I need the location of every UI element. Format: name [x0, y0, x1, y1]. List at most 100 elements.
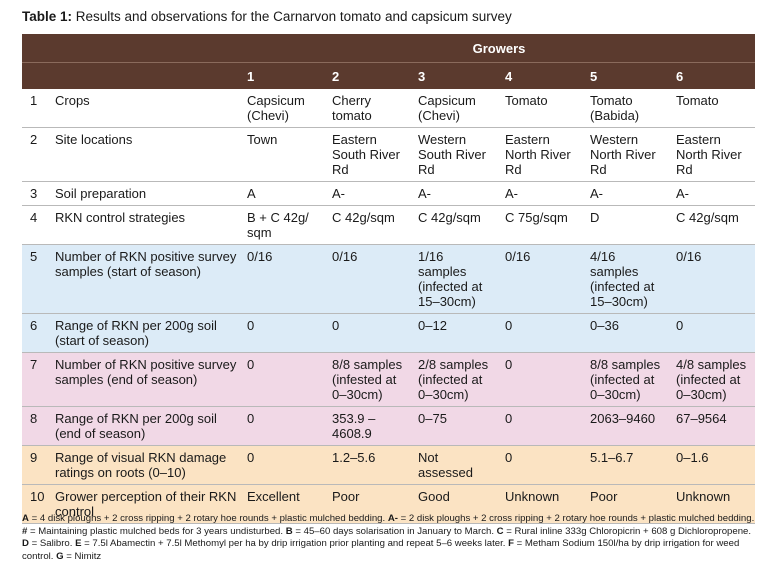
table-cell: 1/16 samples (infected at 15–30cm): [412, 244, 499, 314]
table-cell: C 42g/sqm: [670, 205, 756, 245]
footnote-key: #: [22, 525, 28, 537]
table-cell: 0: [241, 352, 326, 407]
footnote-text: = Metham Sodium 150l/ha by drip irrigati…: [22, 538, 740, 562]
table-cell: 0: [499, 352, 584, 407]
row-number: 4: [22, 205, 49, 245]
table-cell: Town: [241, 127, 326, 182]
growers-header: Growers: [241, 34, 756, 63]
table-cell: Tomato (Babida): [584, 89, 670, 128]
table-cell: 0–36: [584, 313, 670, 353]
table-cell: 0/16: [499, 244, 584, 314]
table-row: 3 Soil preparation A A- A- A- A- A-: [22, 181, 756, 206]
footnote-text: = Nimitz: [63, 550, 102, 562]
table-row: 1 Crops Capsicum (Chevi) Cherry tomato Capsi…: [22, 89, 756, 128]
table-cell: Poor: [584, 484, 670, 524]
table-cell: 0: [326, 313, 412, 353]
table-cell: 4/16 samples (infected at 15–30cm): [584, 244, 670, 314]
grower-column-header: 2: [326, 62, 412, 89]
footnote-key: D: [22, 538, 29, 550]
footnote-key: A-: [387, 513, 398, 524]
row-label: RKN control strategies: [49, 205, 241, 245]
grower-column-header: 3: [412, 62, 499, 89]
table-cell: 0–1.6: [670, 445, 756, 485]
table-cell: A: [241, 181, 326, 206]
table-cell: 0–75: [412, 406, 499, 446]
table-cell: 0: [670, 313, 756, 353]
table-cell: 353.9 – 4608.9: [326, 406, 412, 446]
row-label: Range of RKN per 200g soil (end of seaso…: [49, 406, 241, 446]
table-cell: Tomato: [670, 89, 756, 128]
header-row-groups: Growers: [22, 34, 756, 63]
table-row: 6 Range of RKN per 200g soil (start of se…: [22, 313, 756, 353]
footnote-key: A: [22, 513, 29, 524]
table-cell: D: [584, 205, 670, 245]
row-label: Range of RKN per 200g soil (start of sea…: [49, 313, 241, 353]
footnote-key: B: [285, 525, 293, 537]
table-cell: A-: [412, 181, 499, 206]
table-cell: Excellent: [241, 484, 326, 524]
table-cell: 0: [499, 406, 584, 446]
row-number: 7: [22, 352, 49, 407]
table-cell: Good: [412, 484, 499, 524]
table-cell: 0: [241, 445, 326, 485]
table-cell: 1.2–5.6: [326, 445, 412, 485]
grower-column-header: 1: [241, 62, 326, 89]
table-cell: 67–9564: [670, 406, 756, 446]
row-number: 6: [22, 313, 49, 353]
table-cell: Eastern South River Rd: [326, 127, 412, 182]
table-footnote: A = 4 disk ploughs + 2 cross ripping + 2…: [22, 513, 757, 563]
table-cell: Western South River Rd: [412, 127, 499, 182]
footnote-text: = 7.5l Abamectin + 7.5l Methomyl per ha …: [81, 538, 509, 550]
table-title: Table 1: Results and observations for th…: [22, 9, 512, 24]
row-number: 3: [22, 181, 49, 206]
table-cell: 0/16: [326, 244, 412, 314]
footnote-key: G: [56, 550, 64, 562]
footnote-text: = Maintaining plastic mulched beds for 3…: [27, 525, 286, 537]
table-row: 9 Range of visual RKN damage ratings on r…: [22, 445, 756, 485]
row-label: Number of RKN positive survey samples (s…: [49, 244, 241, 314]
table-cell: Poor: [326, 484, 412, 524]
header-blank: [22, 34, 49, 63]
row-number: 2: [22, 127, 49, 182]
table-cell: C 42g/sqm: [326, 205, 412, 245]
grower-column-header: 6: [670, 62, 756, 89]
footnote-text: = Rural inline 333g Chloropicrin + 608 g…: [503, 525, 752, 537]
footnote-key: C: [496, 525, 504, 537]
table-cell: A-: [670, 181, 756, 206]
table-cell: Capsicum (Chevi): [241, 89, 326, 128]
row-number: 5: [22, 244, 49, 314]
table-cell: 0/16: [241, 244, 326, 314]
table-cell: B + C 42g/ sqm: [241, 205, 326, 245]
header-blank: [49, 62, 241, 89]
table-cell: 8/8 samples (infected at 0–30cm): [584, 352, 670, 407]
table-cell: 4/8 samples (infected at 0–30cm): [670, 352, 756, 407]
table-cell: 5.1–6.7: [584, 445, 670, 485]
row-number: 10: [22, 484, 49, 524]
row-label: Grower perception of their RKN control: [49, 484, 241, 524]
table-cell: 0–12: [412, 313, 499, 353]
row-number: 9: [22, 445, 49, 485]
table-row: 2 Site locations Town Eastern South River R…: [22, 127, 756, 182]
row-label: Site locations: [49, 127, 241, 182]
table-body: 1 Crops Capsicum (Chevi) Cherry tomato Capsi…: [22, 89, 756, 524]
row-number: 1: [22, 89, 49, 128]
footnote-text: = 4 disk ploughs + 2 cross ripping + 2 r…: [28, 513, 388, 524]
table-cell: Eastern North River Rd: [499, 127, 584, 182]
table-cell: Tomato: [499, 89, 584, 128]
row-label: Range of visual RKN damage ratings on ro…: [49, 445, 241, 485]
table-cell: A-: [499, 181, 584, 206]
footnote-text: = 45–60 days solarisation in January to …: [292, 525, 497, 537]
row-label: Soil preparation: [49, 181, 241, 206]
table-row: 7 Number of RKN positive survey samples (…: [22, 352, 756, 407]
footnote-text: = Salibro.: [28, 538, 76, 550]
table-row: 4 RKN control strategies B + C 42g/ sqm C 4…: [22, 205, 756, 245]
table-row: 5 Number of RKN positive survey samples (…: [22, 244, 756, 314]
grower-column-header: 5: [584, 62, 670, 89]
table-cell: 2063–9460: [584, 406, 670, 446]
table-cell: 8/8 samples (infested at 0–30cm): [326, 352, 412, 407]
table-cell: Capsicum (Chevi): [412, 89, 499, 128]
footnote-key: E: [75, 538, 82, 550]
table-cell: Western North River Rd: [584, 127, 670, 182]
table-cell: 0: [241, 313, 326, 353]
